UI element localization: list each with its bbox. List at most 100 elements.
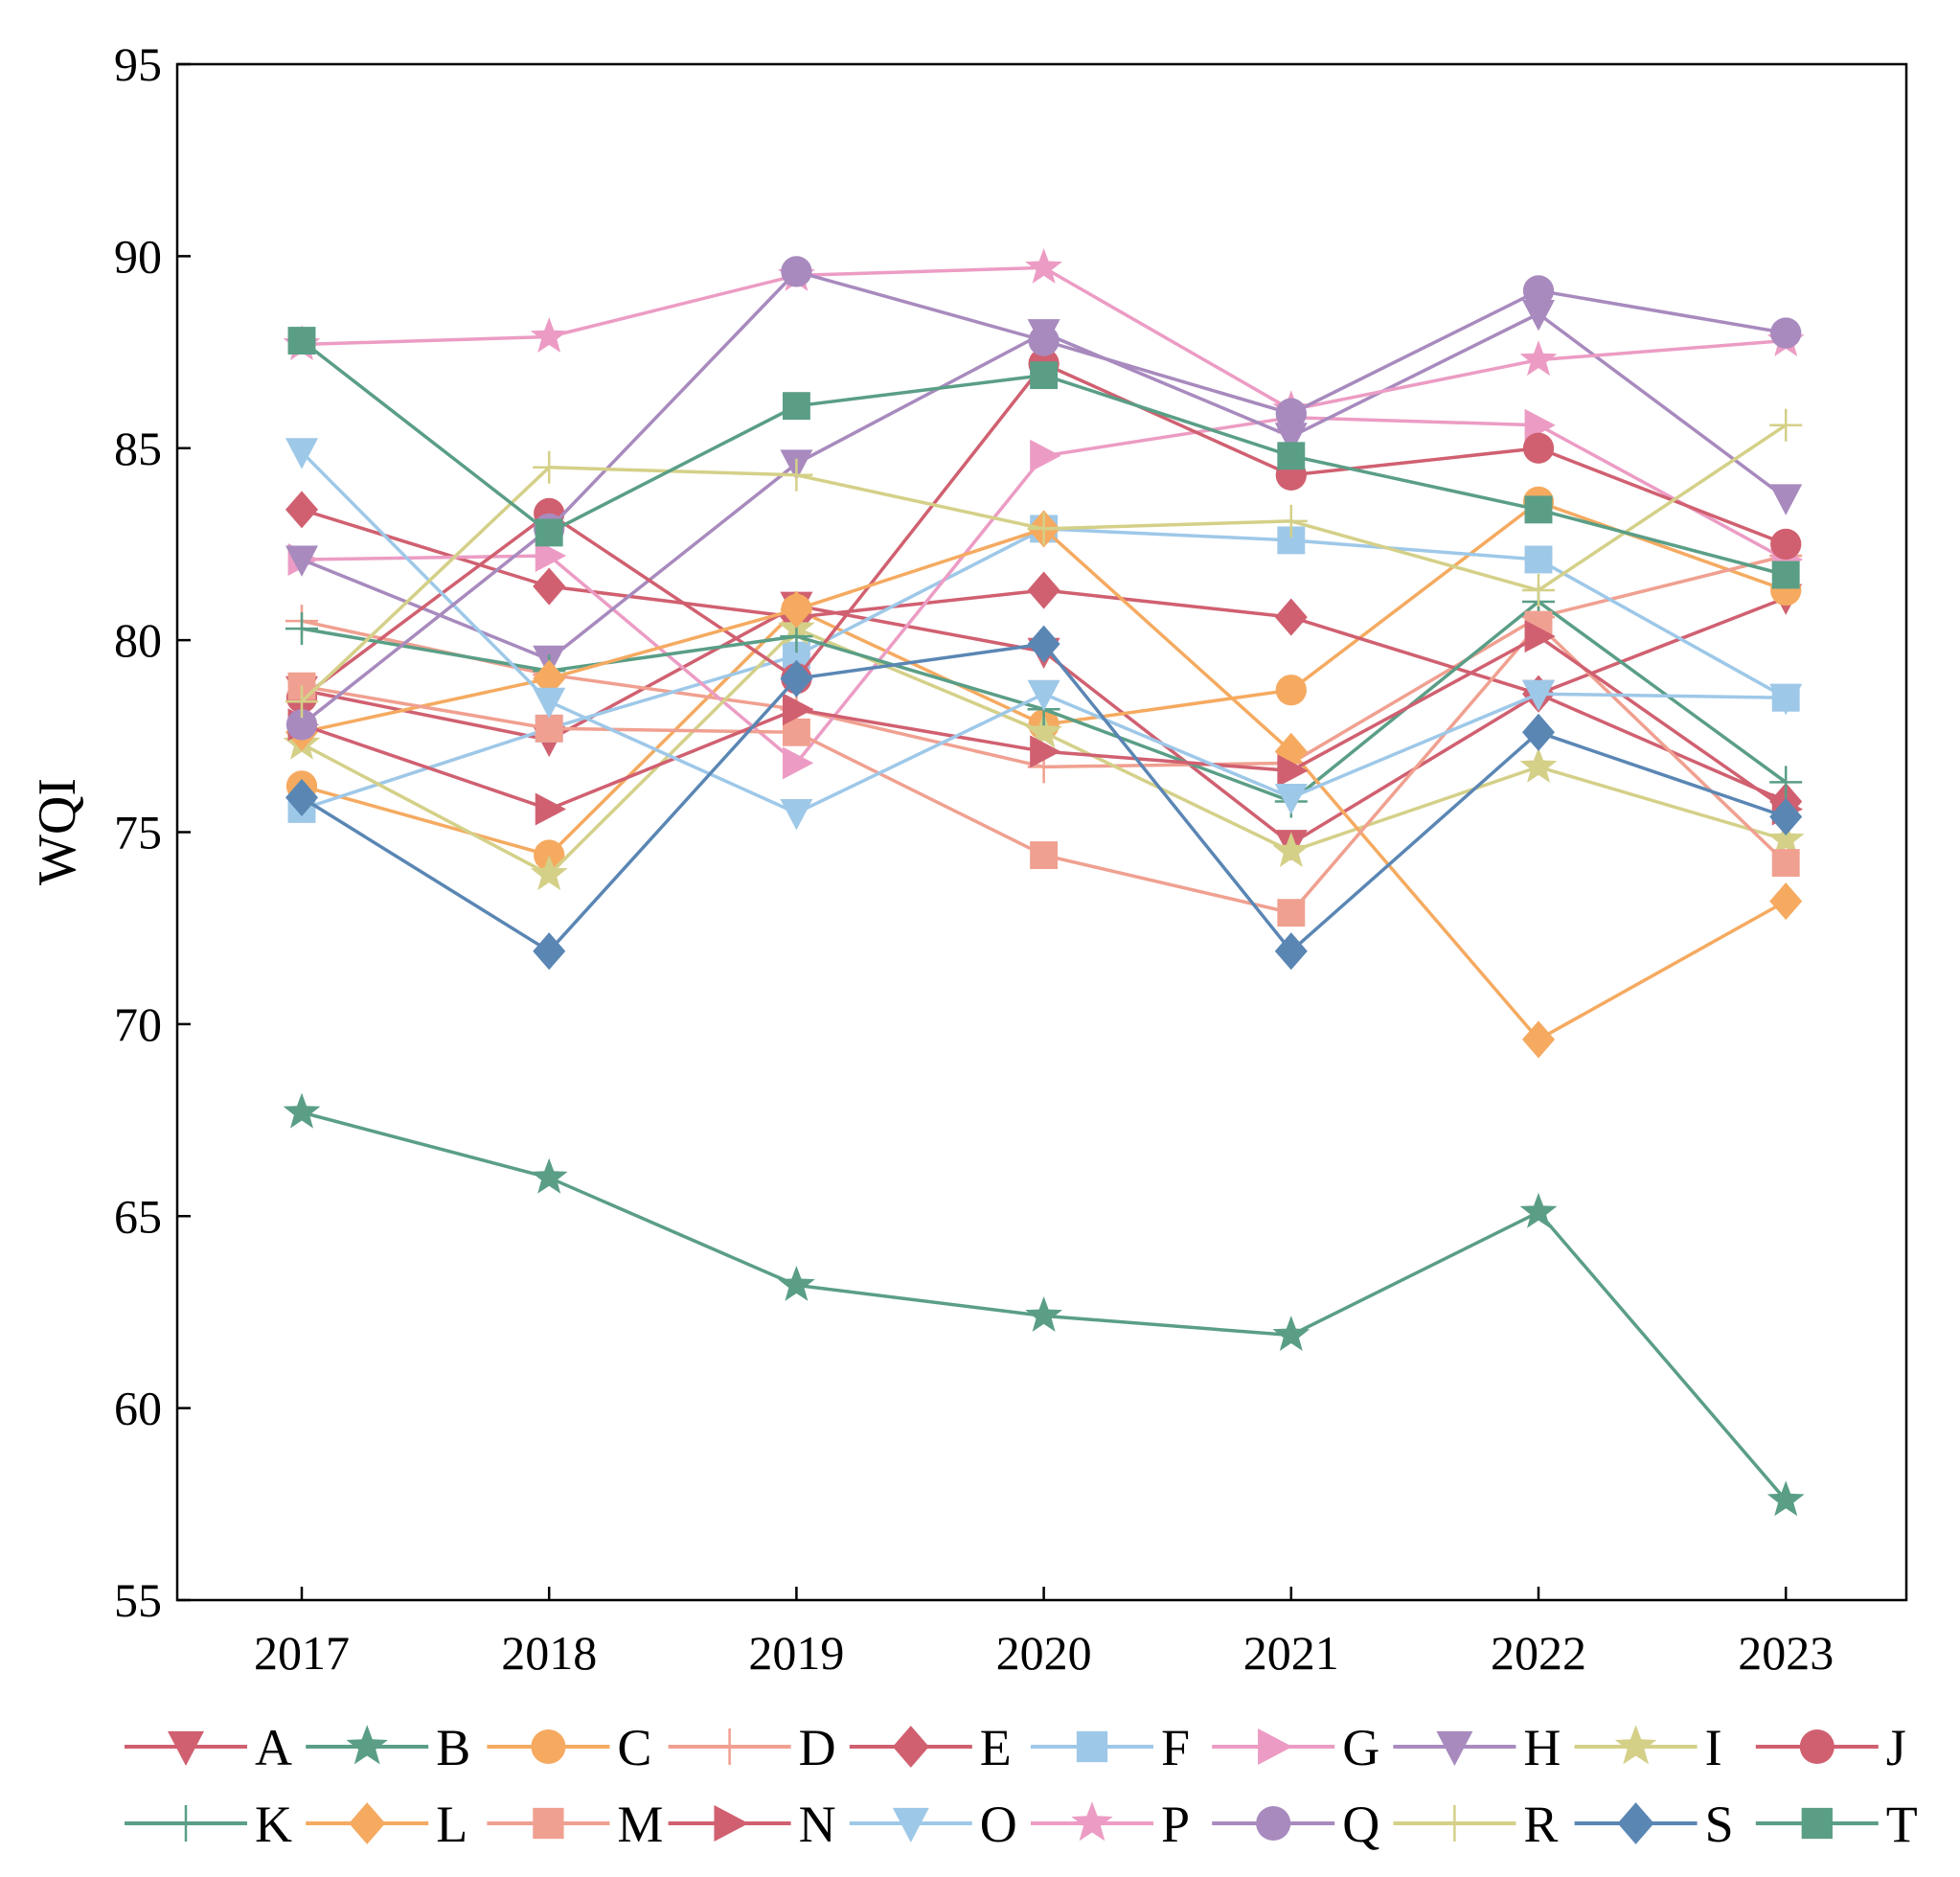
legend-marker bbox=[1799, 1728, 1835, 1765]
series-S bbox=[285, 625, 1803, 971]
data-point-M bbox=[1771, 849, 1800, 878]
legend-item-I: I bbox=[1574, 1719, 1722, 1776]
x-tick-label: 2021 bbox=[1243, 1626, 1339, 1680]
legend-label: I bbox=[1705, 1719, 1722, 1776]
data-point-E bbox=[285, 491, 318, 529]
data-point-G bbox=[1524, 408, 1556, 442]
data-point-B bbox=[530, 1157, 568, 1194]
legend-item-O: O bbox=[849, 1796, 1017, 1853]
data-point-R bbox=[1769, 408, 1803, 442]
y-tick-label: 60 bbox=[114, 1382, 162, 1435]
data-point-F bbox=[1524, 545, 1553, 574]
legend-item-P: P bbox=[1031, 1796, 1190, 1853]
data-point-S bbox=[533, 932, 566, 971]
data-point-T bbox=[1030, 361, 1059, 390]
data-point-L bbox=[780, 590, 813, 629]
data-point-P bbox=[1519, 340, 1558, 377]
data-point-B bbox=[1766, 1480, 1805, 1517]
legend-marker bbox=[1256, 1805, 1291, 1842]
legend-marker bbox=[168, 1805, 204, 1842]
data-point-Q bbox=[1028, 325, 1060, 356]
legend-label: J bbox=[1886, 1719, 1906, 1776]
legend-marker bbox=[1076, 1730, 1108, 1763]
legend-item-T: T bbox=[1755, 1796, 1918, 1853]
data-point-B bbox=[778, 1266, 815, 1301]
data-point-B bbox=[1025, 1296, 1062, 1332]
data-point-N bbox=[1524, 620, 1556, 653]
data-point-S bbox=[780, 659, 813, 698]
data-point-Q bbox=[285, 709, 318, 741]
legend-marker bbox=[346, 1725, 388, 1765]
data-point-S bbox=[1027, 625, 1060, 663]
data-point-N bbox=[535, 792, 567, 826]
data-point-M bbox=[535, 714, 563, 743]
data-point-O bbox=[1027, 679, 1060, 712]
data-point-B bbox=[1519, 1192, 1558, 1228]
legend-label: M bbox=[617, 1796, 663, 1853]
y-tick-label: 75 bbox=[114, 806, 162, 859]
legend-label: R bbox=[1523, 1796, 1558, 1853]
data-point-B bbox=[1272, 1316, 1310, 1351]
legend-item-G: G bbox=[1212, 1719, 1379, 1776]
legend-marker bbox=[1436, 1730, 1473, 1766]
data-point-R bbox=[1274, 504, 1308, 538]
series-layer bbox=[283, 248, 1805, 1517]
legend-item-E: E bbox=[849, 1719, 1012, 1776]
data-point-G bbox=[782, 746, 814, 780]
legend-marker bbox=[1801, 1807, 1833, 1840]
legend-item-Q: Q bbox=[1212, 1796, 1379, 1853]
data-point-S bbox=[1522, 713, 1555, 751]
data-point-Q bbox=[781, 256, 812, 287]
data-point-L bbox=[1769, 882, 1803, 921]
data-point-Q bbox=[1275, 398, 1307, 429]
data-point-O bbox=[533, 687, 566, 720]
data-point-O bbox=[1522, 679, 1555, 712]
legend-label: Q bbox=[1342, 1796, 1379, 1853]
legend-marker bbox=[892, 1807, 929, 1843]
data-point-N bbox=[1030, 735, 1061, 768]
data-point-G bbox=[1030, 439, 1061, 472]
legend-label: N bbox=[799, 1796, 836, 1853]
legend-label: B bbox=[436, 1719, 470, 1776]
data-point-M bbox=[1277, 899, 1306, 927]
legend-marker bbox=[531, 1728, 566, 1765]
legend-label: A bbox=[255, 1719, 292, 1776]
legend-marker bbox=[1258, 1728, 1293, 1765]
legend-marker bbox=[1436, 1805, 1473, 1842]
y-tick-label: 70 bbox=[114, 997, 162, 1051]
legend-item-J: J bbox=[1755, 1719, 1906, 1776]
data-point-T bbox=[1524, 495, 1553, 524]
x-tick-label: 2023 bbox=[1738, 1626, 1834, 1680]
data-point-O bbox=[285, 438, 318, 469]
data-point-I bbox=[1519, 747, 1558, 783]
legend-label: L bbox=[436, 1796, 467, 1853]
data-point-O bbox=[1769, 683, 1803, 716]
data-point-E bbox=[1027, 571, 1060, 609]
legend-label: K bbox=[255, 1796, 292, 1853]
legend-label: S bbox=[1705, 1796, 1734, 1853]
data-point-G bbox=[535, 538, 567, 572]
legend-label: D bbox=[799, 1719, 836, 1776]
legend-label: E bbox=[980, 1719, 1012, 1776]
data-point-H bbox=[1274, 423, 1308, 454]
y-tick-label: 85 bbox=[114, 422, 162, 475]
legend-marker bbox=[892, 1726, 929, 1768]
series-T bbox=[287, 327, 1800, 589]
legend-item-M: M bbox=[487, 1796, 663, 1853]
y-tick-label: 80 bbox=[114, 613, 162, 667]
y-tick-label: 55 bbox=[114, 1573, 162, 1627]
data-point-N bbox=[1277, 754, 1309, 788]
data-point-T bbox=[535, 518, 563, 547]
data-point-T bbox=[287, 327, 316, 355]
x-tick-label: 2019 bbox=[748, 1626, 844, 1680]
x-tick-label: 2018 bbox=[501, 1626, 597, 1680]
legend-item-D: D bbox=[668, 1719, 836, 1776]
data-point-I bbox=[1766, 820, 1805, 856]
data-point-R bbox=[1522, 574, 1555, 607]
data-point-O bbox=[780, 799, 813, 831]
x-tick-label: 2020 bbox=[996, 1626, 1092, 1680]
legend-item-N: N bbox=[668, 1796, 836, 1853]
legend: A B C D E F G H I J K L M N O P Q R S T bbox=[125, 1719, 1918, 1853]
data-point-H bbox=[1522, 300, 1555, 332]
y-tick-label: 65 bbox=[114, 1189, 162, 1243]
